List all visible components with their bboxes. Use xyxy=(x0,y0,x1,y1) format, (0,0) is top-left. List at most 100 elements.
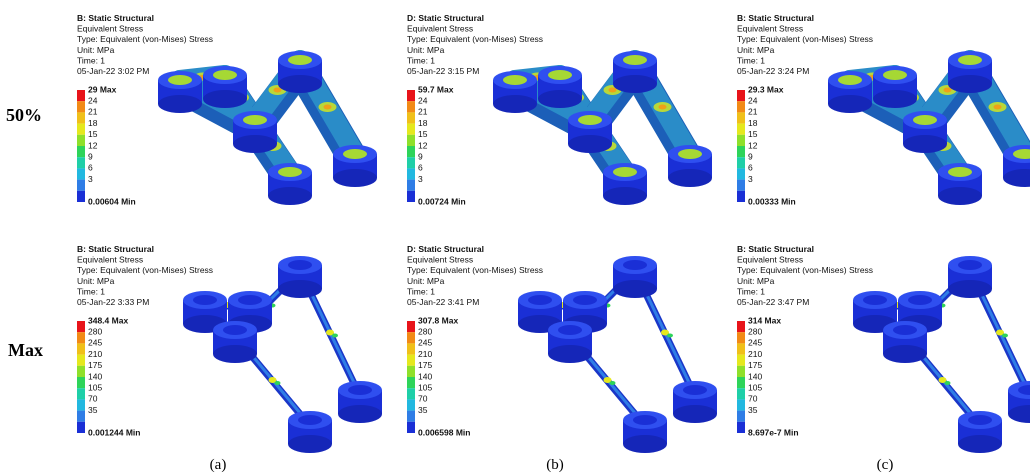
legend-label: 105 xyxy=(418,382,432,392)
legend-swatch xyxy=(737,366,745,377)
stress-spot xyxy=(610,381,616,385)
legend-swatch xyxy=(737,355,745,366)
header-line: Time: 1 xyxy=(737,286,765,296)
cylinder-hole xyxy=(238,295,262,305)
cylinder-bottom xyxy=(333,169,377,187)
legend-label: 15 xyxy=(748,129,758,139)
legend-label: 3 xyxy=(748,174,753,184)
legend-label: 18 xyxy=(418,118,428,128)
cylinder-bottom xyxy=(603,187,647,205)
header-line: Time: 1 xyxy=(407,286,435,296)
figure: 50% Max (a) (b) (c) B: Static Structural… xyxy=(0,0,1030,474)
header-line: Type: Equivalent (von-Mises) Stress xyxy=(737,265,873,275)
header-line: Equivalent Stress xyxy=(407,255,473,265)
cylinder-hole xyxy=(278,167,302,177)
cylinder-bottom xyxy=(203,90,247,108)
cylinder-hole xyxy=(503,75,527,85)
legend-swatch xyxy=(737,411,745,422)
legend-label: 280 xyxy=(418,326,432,336)
legend-label: 280 xyxy=(88,326,102,336)
cylinder-hole xyxy=(288,55,312,65)
legend-swatch xyxy=(407,377,415,388)
legend-label: 3 xyxy=(418,174,423,184)
legend-swatch xyxy=(737,343,745,354)
header-line: Unit: MPa xyxy=(77,45,115,55)
cylinder-bottom xyxy=(493,95,537,113)
legend-swatch xyxy=(77,355,85,366)
cylinder-hole xyxy=(863,295,887,305)
legend-swatch xyxy=(77,180,85,191)
legend-swatch xyxy=(77,135,85,146)
cylinder-bottom xyxy=(958,435,1002,453)
legend-label: 59.7 Max xyxy=(418,84,454,94)
header-line: Time: 1 xyxy=(77,55,105,65)
legend-swatch xyxy=(77,157,85,168)
cylinder-hole xyxy=(678,149,702,159)
legend-label: 15 xyxy=(88,129,98,139)
legend-swatch xyxy=(77,321,85,332)
legend-label: 0.001244 Min xyxy=(88,427,140,437)
cylinder-hole xyxy=(548,70,572,80)
stress-spot xyxy=(1002,334,1008,338)
legend-swatch xyxy=(737,146,745,157)
legend-label: 175 xyxy=(88,360,102,370)
header-line: Unit: MPa xyxy=(407,45,445,55)
cylinder-hole xyxy=(633,415,657,425)
cylinder-hole xyxy=(893,325,917,335)
stress-spot xyxy=(275,381,281,385)
legend-swatch xyxy=(77,146,85,157)
header-line: Equivalent Stress xyxy=(407,24,473,34)
stress-spot xyxy=(667,334,673,338)
legend-label: 0.00604 Min xyxy=(88,196,136,206)
legend-swatch xyxy=(737,399,745,410)
stress-spot xyxy=(994,105,1002,110)
legend-label: 210 xyxy=(748,349,762,359)
stress-spot xyxy=(324,105,332,110)
header-line: Equivalent Stress xyxy=(737,255,803,265)
legend-label: 140 xyxy=(88,371,102,381)
header-line: B: Static Structural xyxy=(737,244,814,254)
cylinder-hole xyxy=(623,260,647,270)
legend-swatch xyxy=(407,101,415,112)
header-line: Time: 1 xyxy=(407,55,435,65)
cylinder-bottom xyxy=(948,280,992,298)
legend-swatch xyxy=(737,388,745,399)
header-line: B: Static Structural xyxy=(737,13,814,23)
header-line: B: Static Structural xyxy=(77,13,154,23)
cylinder-hole xyxy=(968,415,992,425)
legend-label: 70 xyxy=(418,394,428,404)
legend-swatch xyxy=(77,377,85,388)
legend-label: 314 Max xyxy=(748,315,781,325)
legend-label: 348.4 Max xyxy=(88,315,128,325)
legend-swatch xyxy=(407,343,415,354)
legend-label: 18 xyxy=(88,118,98,128)
fea-model xyxy=(853,256,1030,453)
cylinder-bottom xyxy=(268,187,312,205)
legend-label: 140 xyxy=(418,371,432,381)
fea-model xyxy=(183,256,382,453)
cylinder-bottom xyxy=(538,90,582,108)
cylinder-hole xyxy=(343,149,367,159)
legend-label: 12 xyxy=(748,140,758,150)
cylinder-hole xyxy=(243,115,267,125)
legend-label: 21 xyxy=(418,107,428,117)
cylinder-hole xyxy=(958,55,982,65)
header-line: Type: Equivalent (von-Mises) Stress xyxy=(407,34,543,44)
header-line: Type: Equivalent (von-Mises) Stress xyxy=(77,265,213,275)
legend-swatch xyxy=(77,388,85,399)
cylinder-hole xyxy=(193,295,217,305)
legend-label: 280 xyxy=(748,326,762,336)
header-line: B: Static Structural xyxy=(77,244,154,254)
legend-label: 29 Max xyxy=(88,84,117,94)
cylinder-bottom xyxy=(233,135,277,153)
header-line: Type: Equivalent (von-Mises) Stress xyxy=(737,34,873,44)
legend-swatch xyxy=(407,135,415,146)
legend-swatch xyxy=(737,191,745,202)
header-line: D: Static Structural xyxy=(407,244,484,254)
legend-label: 15 xyxy=(418,129,428,139)
cylinder-hole xyxy=(168,75,192,85)
header-line: Unit: MPa xyxy=(77,276,115,286)
legend-label: 35 xyxy=(88,405,98,415)
legend-swatch xyxy=(77,366,85,377)
